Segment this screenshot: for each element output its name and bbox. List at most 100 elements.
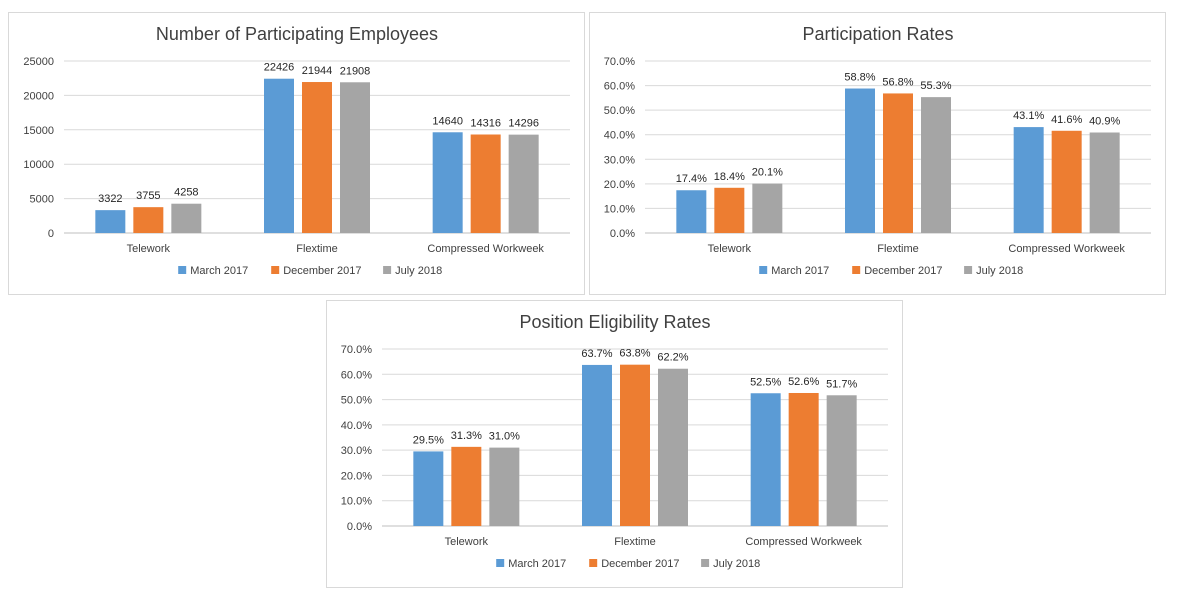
x-category-label: Telework bbox=[708, 243, 752, 255]
bar-july-2018-compressed-workweek bbox=[1089, 132, 1120, 233]
data-label: 31.3% bbox=[451, 430, 482, 442]
bar-march-2017-flextime bbox=[264, 78, 294, 233]
position-eligibility-svg: Position Eligibility Rates 0.0% 10.0% 20.0%… bbox=[341, 312, 888, 570]
legend-swatch-march-2017 bbox=[496, 559, 505, 567]
y-tick-label: 15000 bbox=[23, 125, 54, 137]
y-tick-label: 50.0% bbox=[604, 105, 635, 117]
y-tick-label: 20.0% bbox=[341, 470, 372, 482]
data-label: 17.4% bbox=[676, 173, 707, 185]
x-category-label: Compressed Workweek bbox=[1008, 243, 1125, 255]
legend-swatch-march-2017 bbox=[178, 266, 187, 274]
chart-title: Number of Participating Employees bbox=[156, 24, 438, 44]
legend-label: December 2017 bbox=[864, 265, 942, 277]
data-label: 55.3% bbox=[920, 80, 951, 92]
x-category-label: Compressed Workweek bbox=[427, 243, 544, 255]
data-label: 14640 bbox=[432, 115, 463, 127]
data-label: 21944 bbox=[302, 65, 333, 77]
chart-title: Position Eligibility Rates bbox=[519, 312, 710, 332]
bar-march-2017-compressed-workweek bbox=[750, 393, 781, 526]
data-label: 4258 bbox=[174, 187, 198, 199]
x-category-label: Flextime bbox=[614, 536, 656, 548]
y-tick-label: 30.0% bbox=[604, 154, 635, 166]
data-label: 31.0% bbox=[489, 431, 520, 443]
bar-december-2017-compressed-workweek bbox=[788, 392, 819, 526]
legend-swatch-december-2017 bbox=[589, 559, 598, 567]
data-label: 56.8% bbox=[882, 76, 913, 88]
legend-swatch-july-2018 bbox=[964, 266, 973, 274]
y-tick-label: 20.0% bbox=[604, 179, 635, 191]
data-label: 40.9% bbox=[1089, 116, 1120, 128]
bar-march-2017-flextime bbox=[845, 88, 875, 234]
x-category-label: Compressed Workweek bbox=[745, 536, 862, 548]
y-tick-label: 10.0% bbox=[604, 203, 635, 215]
participation-rates-svg: Participation Rates 0.0% 10.0% 20.0% 30.0% 40… bbox=[604, 24, 1151, 277]
y-tick-label: 20000 bbox=[23, 90, 54, 102]
y-tick-label: 5000 bbox=[30, 194, 54, 206]
legend-swatch-december-2017 bbox=[271, 266, 280, 274]
y-tick-label: 70.0% bbox=[604, 56, 635, 68]
bar-july-2018-telework bbox=[752, 183, 783, 233]
data-label: 52.5% bbox=[750, 376, 781, 388]
y-tick-label: 25000 bbox=[23, 56, 54, 68]
y-tick-label: 40.0% bbox=[341, 420, 372, 432]
bar-december-2017-compressed-workweek bbox=[470, 134, 501, 233]
participating-employees-svg: Number of Participating Employees 0 5000 10… bbox=[23, 24, 570, 277]
x-category-label: Flextime bbox=[877, 243, 919, 255]
bar-december-2017-telework bbox=[133, 207, 164, 233]
y-tick-label: 0 bbox=[48, 228, 54, 240]
data-label: 62.2% bbox=[657, 352, 688, 364]
bar-march-2017-compressed-workweek bbox=[432, 132, 463, 233]
data-label: 3322 bbox=[98, 193, 122, 205]
x-category-label: Telework bbox=[127, 243, 171, 255]
legend-swatch-july-2018 bbox=[383, 266, 392, 274]
bar-december-2017-flextime bbox=[620, 364, 650, 526]
legend-swatch-december-2017 bbox=[852, 266, 861, 274]
bar-december-2017-telework bbox=[451, 446, 482, 526]
legend-label: December 2017 bbox=[601, 558, 679, 570]
y-tick-label: 70.0% bbox=[341, 344, 372, 356]
data-label: 58.8% bbox=[844, 72, 875, 84]
data-label: 14316 bbox=[470, 118, 501, 130]
y-tick-label: 60.0% bbox=[341, 369, 372, 381]
y-tick-label: 10.0% bbox=[341, 496, 372, 508]
data-label: 63.7% bbox=[581, 348, 612, 360]
data-label: 20.1% bbox=[752, 167, 783, 179]
chart-title: Participation Rates bbox=[802, 24, 953, 44]
bar-december-2017-flextime bbox=[302, 82, 332, 233]
participating-employees-chart: Number of Participating Employees 0 5000 10… bbox=[8, 12, 585, 295]
data-label: 52.6% bbox=[788, 376, 819, 388]
y-tick-label: 50.0% bbox=[341, 395, 372, 407]
data-label: 41.6% bbox=[1051, 114, 1082, 126]
legend-label: March 2017 bbox=[771, 265, 829, 277]
bar-july-2018-flextime bbox=[921, 97, 951, 234]
bar-march-2017-telework bbox=[676, 190, 707, 233]
data-label: 51.7% bbox=[826, 378, 857, 390]
participation-rates-chart: Participation Rates 0.0% 10.0% 20.0% 30.0% 40… bbox=[589, 12, 1166, 295]
bar-march-2017-compressed-workweek bbox=[1013, 127, 1044, 233]
legend-swatch-march-2017 bbox=[759, 266, 768, 274]
y-tick-label: 0.0% bbox=[610, 228, 635, 240]
data-label: 3755 bbox=[136, 190, 160, 202]
legend-label: July 2018 bbox=[976, 265, 1023, 277]
y-tick-label: 30.0% bbox=[341, 445, 372, 457]
bar-july-2018-telework bbox=[489, 447, 520, 526]
data-label: 18.4% bbox=[714, 171, 745, 183]
bar-july-2018-compressed-workweek bbox=[508, 134, 539, 233]
bar-july-2018-flextime bbox=[340, 82, 370, 234]
bar-december-2017-flextime bbox=[883, 93, 913, 233]
data-label: 29.5% bbox=[413, 434, 444, 446]
x-category-label: Flextime bbox=[296, 243, 338, 255]
bar-july-2018-compressed-workweek bbox=[826, 395, 857, 526]
position-eligibility-chart: Position Eligibility Rates 0.0% 10.0% 20.0%… bbox=[326, 300, 903, 588]
data-label: 14296 bbox=[508, 118, 539, 130]
bar-december-2017-telework bbox=[714, 187, 745, 233]
bar-july-2018-flextime bbox=[658, 368, 688, 526]
y-tick-label: 60.0% bbox=[604, 81, 635, 93]
bar-december-2017-compressed-workweek bbox=[1051, 130, 1082, 233]
legend-label: March 2017 bbox=[508, 558, 566, 570]
bar-march-2017-telework bbox=[95, 210, 126, 233]
legend-label: March 2017 bbox=[190, 265, 248, 277]
legend-label: July 2018 bbox=[713, 558, 760, 570]
data-label: 63.8% bbox=[619, 348, 650, 360]
x-category-label: Telework bbox=[445, 536, 489, 548]
